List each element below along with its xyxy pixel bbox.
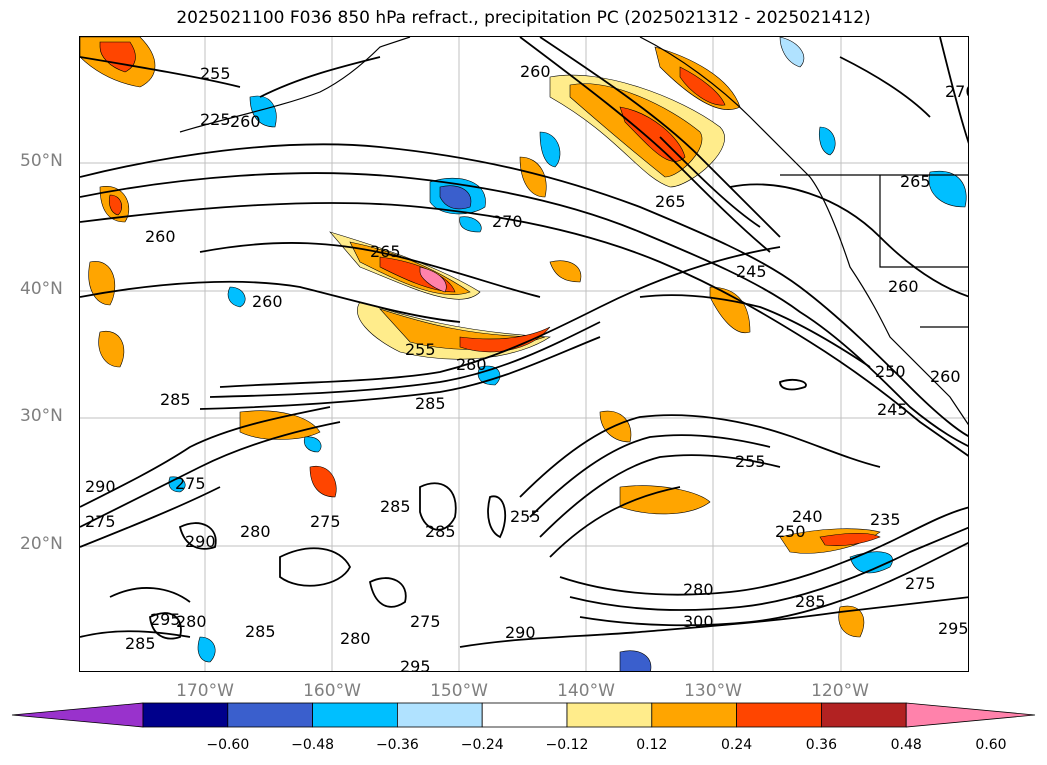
contour-label: 275 <box>85 512 116 531</box>
precip-negative <box>168 37 967 671</box>
contour-label: 245 <box>877 400 908 419</box>
contour-label: 235 <box>870 510 901 529</box>
precip-positive <box>80 37 881 638</box>
colorbar-segment <box>481 702 568 728</box>
contour-label: 285 <box>245 622 276 641</box>
colorbar-tick-label: 0.36 <box>805 737 837 753</box>
contour-label: 285 <box>795 592 826 611</box>
lon-label-130w: 130°W <box>684 681 742 701</box>
contour-label: 285 <box>380 497 411 516</box>
lat-label-50n: 50°N <box>20 151 63 171</box>
colorbar-tick-label: 0.24 <box>721 737 753 753</box>
lat-label-20n: 20°N <box>20 534 63 554</box>
contour-label: 285 <box>415 394 446 413</box>
colorbar-segment <box>821 702 907 728</box>
lat-label-30n: 30°N <box>20 406 63 426</box>
colorbar-segment <box>651 702 737 728</box>
colorbar-tick-label: −0.60 <box>206 737 250 753</box>
contour-label: 270 <box>945 82 969 101</box>
map-title: 2025021100 F036 850 hPa refract., precip… <box>176 8 871 28</box>
contour-label: 250 <box>875 362 906 381</box>
lon-label-160w: 160°W <box>303 681 361 701</box>
colorbar-segment <box>312 702 398 728</box>
contour-label: 285 <box>425 522 456 541</box>
contour-label: 280 <box>456 355 487 374</box>
colorbar-tick-label: 0.12 <box>636 737 668 753</box>
colorbar-segment <box>142 702 229 728</box>
graticule <box>80 37 968 671</box>
contour-label: 260 <box>252 292 283 311</box>
map-canvas: 255 260 260 260 260 265 270 265 245 260 … <box>80 37 969 672</box>
contour-label: 265 <box>900 172 931 191</box>
lat-label-40n: 40°N <box>20 279 63 299</box>
contour-label: 225 <box>200 110 231 129</box>
colorbar-extend-low <box>11 702 144 728</box>
contour-label: 255 <box>735 452 766 471</box>
contour-label: 295 <box>400 657 431 672</box>
lon-label-150w: 150°W <box>430 681 488 701</box>
colorbar-segment <box>736 702 822 728</box>
contour-label: 285 <box>125 634 156 653</box>
contour-label: 290 <box>505 623 536 642</box>
contour-label: 250 <box>775 522 806 541</box>
colorbar-segments <box>11 702 1036 728</box>
colorbar-tick-label: 0.60 <box>975 737 1007 753</box>
colorbar-segment <box>566 702 653 728</box>
contour-label: 245 <box>736 262 767 281</box>
map-panel: 255 260 260 260 260 265 270 265 245 260 … <box>79 36 969 672</box>
contour-label: 295 <box>150 610 181 629</box>
contour-label: 280 <box>176 612 207 631</box>
contour-label: 295 <box>938 619 969 638</box>
colorbar-tick-label: 0.48 <box>890 737 922 753</box>
contour-label: 260 <box>888 277 919 296</box>
contour-label: 275 <box>310 512 341 531</box>
refractivity-contours <box>80 37 968 648</box>
contour-label: 290 <box>185 532 216 551</box>
colorbar-tick-label: −0.36 <box>375 737 419 753</box>
colorbar-extend-high <box>905 702 1036 728</box>
contour-label: 300 <box>683 612 714 631</box>
contour-label: 260 <box>520 62 551 81</box>
colorbar-tick-label: −0.24 <box>460 737 504 753</box>
colorbar-segment <box>227 702 314 728</box>
coastlines <box>179 37 968 426</box>
contour-label: 260 <box>930 367 961 386</box>
contour-label: 255 <box>405 340 436 359</box>
contour-label: 275 <box>410 612 441 631</box>
contour-label: 275 <box>175 474 206 493</box>
lon-label-170w: 170°W <box>176 681 234 701</box>
contour-label: 290 <box>85 477 116 496</box>
contour-label: 280 <box>683 580 714 599</box>
colorbar-tick-label: −0.48 <box>291 737 335 753</box>
contour-label: 255 <box>510 507 541 526</box>
colorbar-segment <box>396 702 483 728</box>
contour-label: 285 <box>160 390 191 409</box>
contour-label: 270 <box>492 212 523 231</box>
lon-label-140w: 140°W <box>557 681 615 701</box>
contour-label: 275 <box>905 574 936 593</box>
contour-label: 280 <box>340 629 371 648</box>
contour-label: 255 <box>200 64 231 83</box>
contour-label: 265 <box>655 192 686 211</box>
contour-label: 260 <box>230 112 261 131</box>
contour-label: 260 <box>145 227 176 246</box>
colorbar <box>11 702 1036 728</box>
contour-labels: 255 260 260 260 260 265 270 265 245 260 … <box>85 62 969 672</box>
contour-label: 280 <box>240 522 271 541</box>
contour-label: 240 <box>792 507 823 526</box>
contour-label: 265 <box>370 242 401 261</box>
lon-label-120w: 120°W <box>811 681 869 701</box>
colorbar-tick-label: −0.12 <box>545 737 589 753</box>
